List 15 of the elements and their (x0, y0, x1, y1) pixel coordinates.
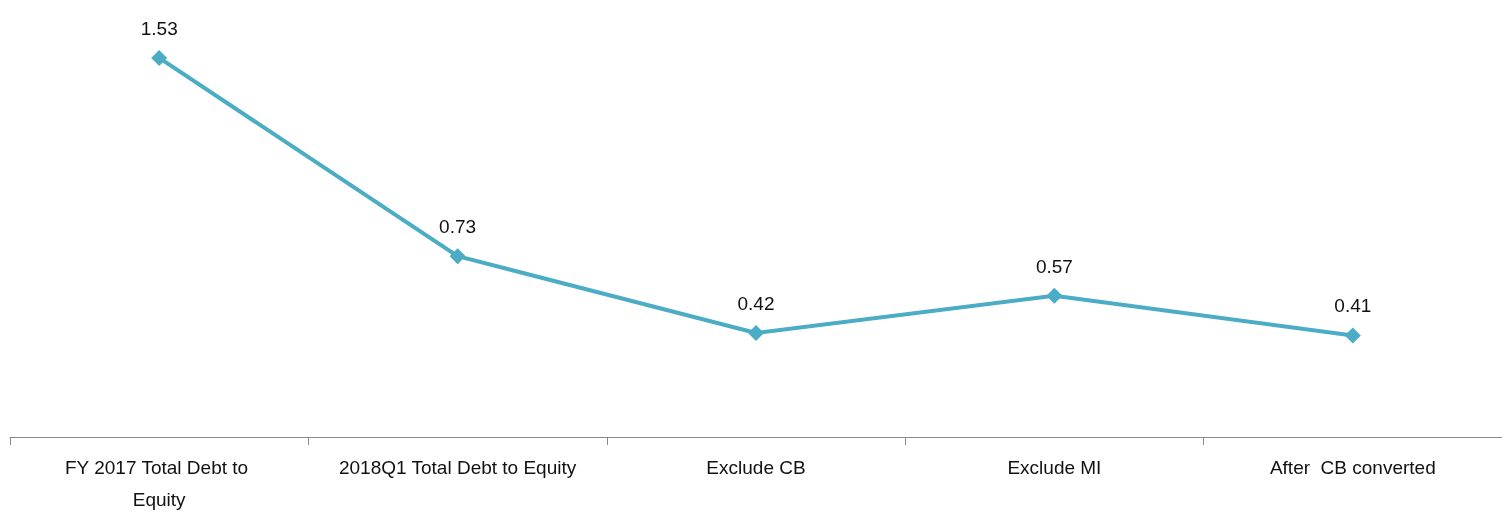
point (449, 248, 466, 265)
x-tick-label: Exclude CB (706, 456, 806, 478)
point (1344, 327, 1361, 344)
x-tick-label: FY 2017 Total Debt to Equity (65, 456, 254, 510)
data-label: 0.41 (1334, 295, 1372, 317)
point (151, 49, 168, 66)
x-tick-label: Exclude MI (1007, 456, 1102, 478)
x-tick-label: After CB converted (1269, 456, 1436, 478)
point (1046, 287, 1063, 304)
point (748, 324, 764, 341)
x-tick-label: 2018Q1 Total Debt to Equity (338, 456, 577, 478)
data-label: 0.57 (1035, 255, 1073, 277)
data-label: 0.42 (737, 292, 775, 314)
data-label: 1.53 (140, 17, 178, 39)
data-label: 0.73 (439, 216, 477, 238)
